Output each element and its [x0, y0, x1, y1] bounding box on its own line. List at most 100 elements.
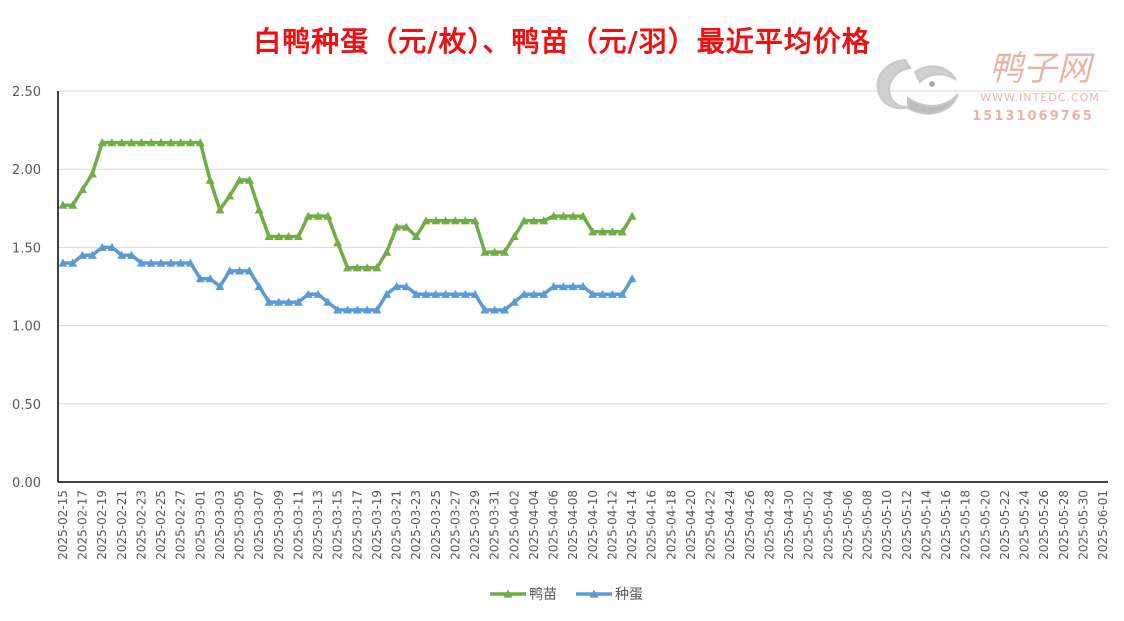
x-axis-ticks: 2025-02-15 2025-02-17 2025-02-19 2025-02-21…	[56, 490, 1110, 560]
x-tick-label: 2025-05-02	[802, 490, 816, 560]
data-point-marker	[146, 258, 156, 267]
x-tick-label: 2025-04-22	[704, 490, 718, 560]
x-tick-label: 2025-03-15	[331, 490, 345, 560]
legend-marker	[589, 589, 599, 598]
x-tick-label: 2025-04-28	[762, 490, 776, 560]
data-point-marker	[568, 211, 578, 220]
x-tick-label: 2025-04-12	[605, 490, 619, 560]
x-tick-label: 2025-02-21	[115, 490, 129, 560]
x-tick-label: 2025-03-31	[488, 490, 502, 560]
x-tick-label: 2025-04-24	[723, 490, 737, 560]
data-point-marker	[529, 289, 539, 298]
data-point-marker	[156, 138, 166, 147]
data-point-marker	[166, 138, 176, 147]
watermark-brand: 鸭子网	[989, 49, 1095, 89]
x-tick-label: 2025-03-01	[193, 490, 207, 560]
y-tick-label: 2.50	[12, 85, 41, 100]
data-point-marker	[450, 216, 460, 225]
data-point-marker	[205, 274, 215, 283]
data-point-marker	[342, 305, 352, 314]
data-point-marker	[372, 263, 382, 272]
x-tick-label: 2025-02-19	[95, 490, 109, 560]
x-tick-label: 2025-04-14	[625, 490, 639, 560]
data-point-marker	[244, 175, 254, 184]
grid-lines	[58, 90, 1108, 405]
data-point-marker	[176, 258, 186, 267]
data-point-marker	[107, 242, 117, 251]
data-point-marker	[421, 289, 431, 298]
data-point-marker	[225, 191, 235, 200]
x-tick-label: 2025-05-18	[959, 490, 973, 560]
data-point-marker	[568, 282, 578, 291]
data-point-marker	[519, 289, 529, 298]
data-point-marker	[617, 227, 627, 236]
data-point-marker	[215, 205, 225, 214]
series-lines	[58, 138, 637, 314]
data-point-marker	[529, 216, 539, 225]
data-point-marker	[382, 289, 392, 298]
x-tick-label: 2025-04-16	[645, 490, 659, 560]
data-point-marker	[627, 211, 637, 220]
data-point-marker	[490, 247, 500, 256]
data-point-marker	[490, 305, 500, 314]
data-point-marker	[146, 138, 156, 147]
x-tick-label: 2025-04-04	[527, 490, 541, 560]
x-tick-label: 2025-03-09	[272, 490, 286, 560]
data-point-marker	[303, 211, 313, 220]
data-point-marker	[558, 211, 568, 220]
x-tick-label: 2025-04-08	[566, 490, 580, 560]
data-point-marker	[156, 258, 166, 267]
x-tick-label: 2025-02-15	[56, 490, 70, 560]
data-point-marker	[225, 266, 235, 275]
data-point-marker	[136, 138, 146, 147]
data-point-marker	[58, 200, 68, 209]
data-point-marker	[333, 305, 343, 314]
data-point-marker	[549, 282, 559, 291]
duck-logo-icon	[876, 58, 959, 115]
x-tick-label: 2025-03-05	[233, 490, 247, 560]
x-tick-label: 2025-05-20	[978, 490, 992, 560]
x-tick-label: 2025-02-25	[154, 490, 168, 560]
data-point-marker	[68, 200, 78, 209]
x-tick-label: 2025-05-30	[1076, 490, 1090, 560]
data-point-marker	[450, 289, 460, 298]
data-point-marker	[313, 289, 323, 298]
x-tick-label: 2025-05-08	[861, 490, 875, 560]
data-point-marker	[254, 282, 264, 291]
data-point-marker	[470, 216, 480, 225]
data-point-marker	[205, 175, 215, 184]
x-tick-label: 2025-03-27	[448, 490, 462, 560]
data-point-marker	[274, 297, 284, 306]
x-tick-label: 2025-05-06	[841, 490, 855, 560]
y-tick-label: 1.50	[12, 241, 41, 256]
data-point-marker	[441, 289, 451, 298]
data-point-marker	[499, 305, 509, 314]
series-line-2	[62, 245, 634, 312]
data-point-marker	[460, 216, 470, 225]
data-point-marker	[509, 231, 519, 241]
data-point-marker	[362, 305, 372, 314]
data-point-marker	[87, 169, 97, 178]
x-tick-label: 2025-04-18	[664, 490, 678, 560]
y-axis-ticks: 0.00 0.50 1.00 1.50 2.00 2.50	[12, 85, 41, 491]
data-point-marker	[539, 289, 549, 298]
data-point-marker	[107, 138, 117, 147]
data-point-marker	[58, 258, 68, 267]
data-point-marker	[235, 266, 245, 275]
axes	[57, 91, 1108, 483]
data-point-marker	[195, 138, 205, 147]
data-point-marker	[392, 282, 402, 291]
watermark-url: WWW.INTEDC.COM	[980, 91, 1099, 104]
data-point-marker	[460, 289, 470, 298]
data-point-marker	[68, 258, 78, 267]
data-point-marker	[78, 185, 88, 194]
data-point-marker	[195, 274, 205, 283]
data-point-marker	[254, 205, 264, 214]
x-tick-label: 2025-03-23	[409, 490, 423, 560]
data-point-marker	[352, 305, 362, 314]
data-point-marker	[607, 227, 617, 236]
data-point-marker	[303, 289, 313, 298]
data-point-marker	[578, 211, 588, 220]
series-line-1	[62, 140, 634, 270]
